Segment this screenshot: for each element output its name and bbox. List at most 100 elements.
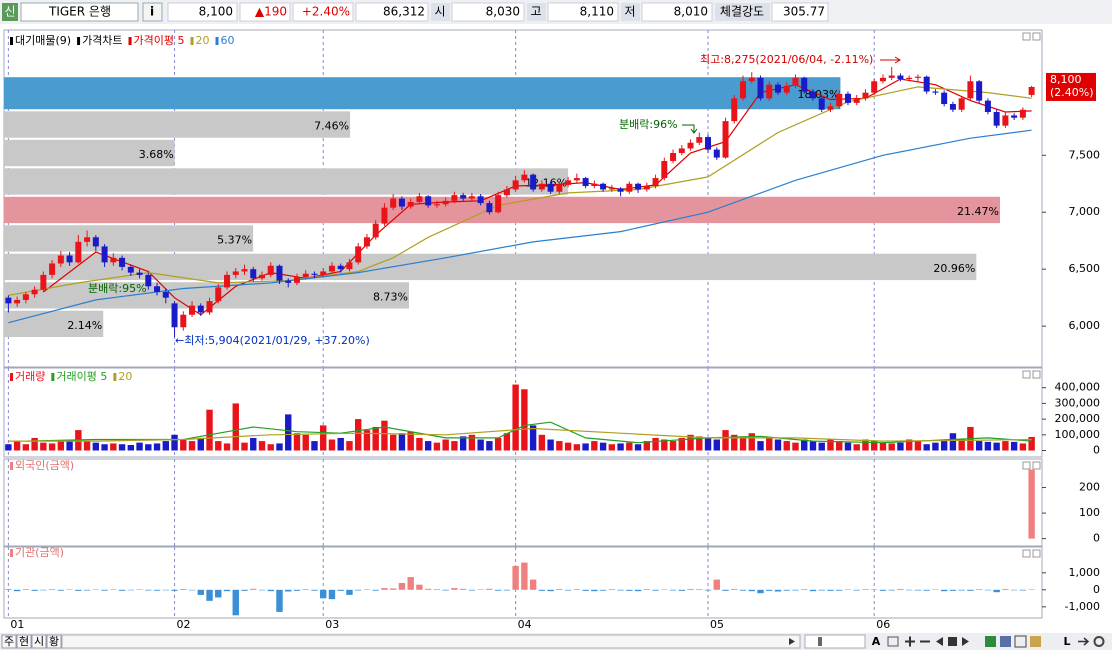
- candle-body: [101, 246, 108, 263]
- candle-body: [381, 207, 388, 224]
- pane-button[interactable]: [1032, 32, 1041, 41]
- candle-body: [722, 121, 729, 158]
- price: 8,100: [199, 5, 233, 19]
- scroll-arrow[interactable]: [789, 638, 795, 645]
- volume-profile-bar: [4, 282, 409, 309]
- candle-body: [127, 266, 134, 273]
- volume-profile-label: 7.46%: [314, 120, 349, 133]
- bar: [713, 439, 720, 451]
- bar: [556, 441, 563, 451]
- pane-button[interactable]: [1032, 549, 1041, 558]
- toolbar-button-label[interactable]: 황: [49, 635, 59, 648]
- icon-print[interactable]: [1014, 635, 1027, 648]
- toolbar-button[interactable]: [46, 634, 62, 649]
- toolbar-button-label[interactable]: 시: [34, 635, 44, 648]
- y-tick-label: -1,000: [1065, 600, 1100, 613]
- x-tick-label: 05: [710, 618, 724, 631]
- high: 8,110: [580, 5, 614, 19]
- legend-label: 거래이평 5: [56, 370, 107, 383]
- bar: [363, 589, 371, 590]
- bar: [22, 589, 30, 590]
- icon-save[interactable]: [1000, 636, 1011, 647]
- bar: [285, 414, 292, 451]
- bar: [92, 589, 100, 590]
- pane-button[interactable]: [1032, 370, 1041, 379]
- candle-body: [285, 280, 292, 283]
- bar: [661, 439, 668, 451]
- y-tick-label: 100,000: [1055, 428, 1101, 441]
- slider-thumb[interactable]: [818, 637, 822, 646]
- bar: [809, 441, 817, 451]
- label-cell: [715, 3, 770, 21]
- bar: [739, 436, 747, 451]
- bar: [862, 589, 869, 590]
- pane-button[interactable]: [1022, 461, 1031, 470]
- icon[interactable]: [887, 636, 899, 647]
- bar: [678, 589, 685, 591]
- candle-body: [731, 98, 738, 122]
- toolbar-button-label[interactable]: 현: [19, 635, 29, 648]
- zoom-slider[interactable]: [804, 634, 866, 649]
- icon-prev[interactable]: [936, 637, 943, 646]
- pane-button[interactable]: [1022, 549, 1031, 558]
- bar: [993, 442, 1000, 451]
- toolbar-button[interactable]: [16, 634, 32, 649]
- name-box[interactable]: [20, 2, 139, 22]
- toolbar-button[interactable]: [1, 634, 17, 649]
- market[interactable]: 신: [4, 5, 15, 19]
- low-label: 저: [624, 5, 635, 19]
- last-price-label: 8,100: [1050, 73, 1082, 86]
- bar: [311, 589, 318, 591]
- x-tick-label: 04: [518, 618, 532, 631]
- toolbar-icon-label[interactable]: A: [872, 635, 881, 648]
- bar: [153, 443, 161, 451]
- scrollbar[interactable]: [61, 634, 801, 649]
- bar: [127, 445, 135, 451]
- toolbar-icon-label[interactable]: L: [1063, 635, 1070, 648]
- candle-body: [171, 303, 178, 328]
- bar: [801, 439, 808, 451]
- candle-body: [591, 183, 598, 187]
- candle-body: [906, 77, 913, 79]
- bar: [599, 589, 607, 591]
- toolbar-button[interactable]: [31, 634, 47, 649]
- bar: [302, 589, 309, 590]
- toolbar-button-label[interactable]: 주: [4, 635, 14, 648]
- candle-body: [416, 196, 423, 202]
- icon-next[interactable]: [962, 637, 969, 646]
- pane-button[interactable]: [1022, 370, 1031, 379]
- bar: [809, 589, 817, 592]
- info[interactable]: i: [150, 5, 154, 19]
- legend-marker: [10, 373, 13, 381]
- volume: 86,312: [383, 5, 425, 19]
- bar: [337, 437, 344, 451]
- annotation: 분배락:95%: [88, 282, 147, 295]
- bar: [722, 430, 729, 451]
- icon-settings[interactable]: [1093, 636, 1105, 647]
- candle-body: [250, 269, 257, 279]
- candle-body: [844, 93, 851, 103]
- bar: [206, 589, 213, 601]
- stock-name[interactable]: TIGER 은행: [48, 4, 111, 19]
- bar: [591, 589, 598, 592]
- info-button[interactable]: [142, 2, 163, 22]
- pane-button[interactable]: [1022, 32, 1031, 41]
- bar: [285, 589, 292, 592]
- cell: [239, 2, 291, 22]
- cell: [451, 2, 525, 22]
- bar: [547, 589, 554, 592]
- market-box[interactable]: [2, 3, 18, 21]
- bar: [468, 589, 476, 591]
- pane-button[interactable]: [1032, 461, 1041, 470]
- icon-folder[interactable]: [1030, 636, 1041, 647]
- icon-plus[interactable]: [905, 636, 915, 647]
- icon-stop[interactable]: [948, 637, 957, 646]
- bar: [355, 589, 362, 591]
- bar: [66, 439, 73, 451]
- bar: [381, 420, 388, 451]
- icon-excel[interactable]: [985, 636, 996, 647]
- icon-arrow[interactable]: [1078, 637, 1090, 646]
- bar: [731, 588, 738, 590]
- candle-body: [477, 196, 484, 204]
- bar: [258, 589, 266, 591]
